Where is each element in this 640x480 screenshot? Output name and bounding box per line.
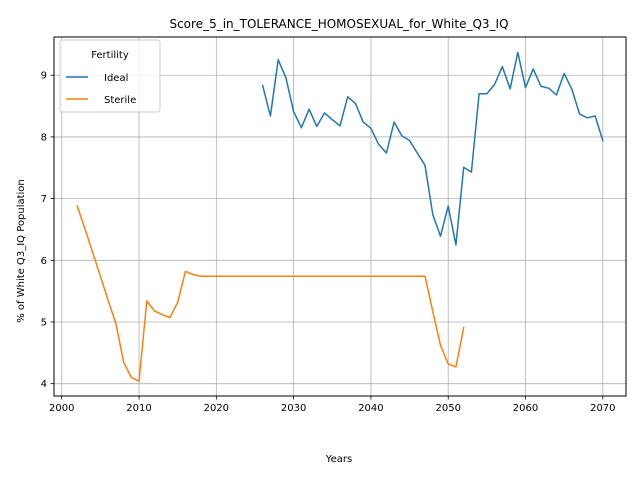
y-axis-ticks: 4 5 6 7 8 9 [41, 71, 54, 390]
chart-title: Score_5_in_TOLERANCE_HOMOSEXUAL_for_Whit… [169, 17, 508, 31]
x-axis-ticks: 2000 2010 2020 2030 2040 2050 2060 2070 [49, 396, 616, 414]
x-tick-label: 2050 [435, 403, 460, 414]
legend-label-sterile: Sterile [104, 95, 136, 106]
y-tick-label: 9 [41, 71, 47, 82]
legend-label-ideal: Ideal [104, 73, 128, 84]
series-lines [76, 51, 604, 382]
y-tick-label: 8 [41, 132, 47, 143]
x-tick-label: 2040 [358, 403, 383, 414]
series-line-ideal [261, 51, 604, 246]
y-tick-label: 7 [41, 194, 47, 205]
series-line-sterile [76, 205, 465, 382]
legend: Fertility Ideal Sterile [59, 39, 161, 113]
y-tick-label: 4 [41, 379, 47, 390]
legend-box [59, 39, 161, 113]
x-tick-label: 2020 [204, 403, 229, 414]
x-tick-label: 2000 [49, 403, 74, 414]
plot-area-frame [53, 36, 627, 397]
x-tick-label: 2070 [590, 403, 615, 414]
x-axis-label: Years [325, 454, 352, 465]
y-tick-label: 6 [41, 256, 47, 267]
legend-title: Fertility [91, 50, 129, 61]
x-tick-label: 2030 [281, 403, 306, 414]
y-tick-label: 5 [41, 317, 47, 328]
y-axis-label: % of White Q3_IQ Population [16, 179, 27, 323]
x-tick-label: 2010 [126, 403, 151, 414]
x-tick-label: 2060 [513, 403, 538, 414]
